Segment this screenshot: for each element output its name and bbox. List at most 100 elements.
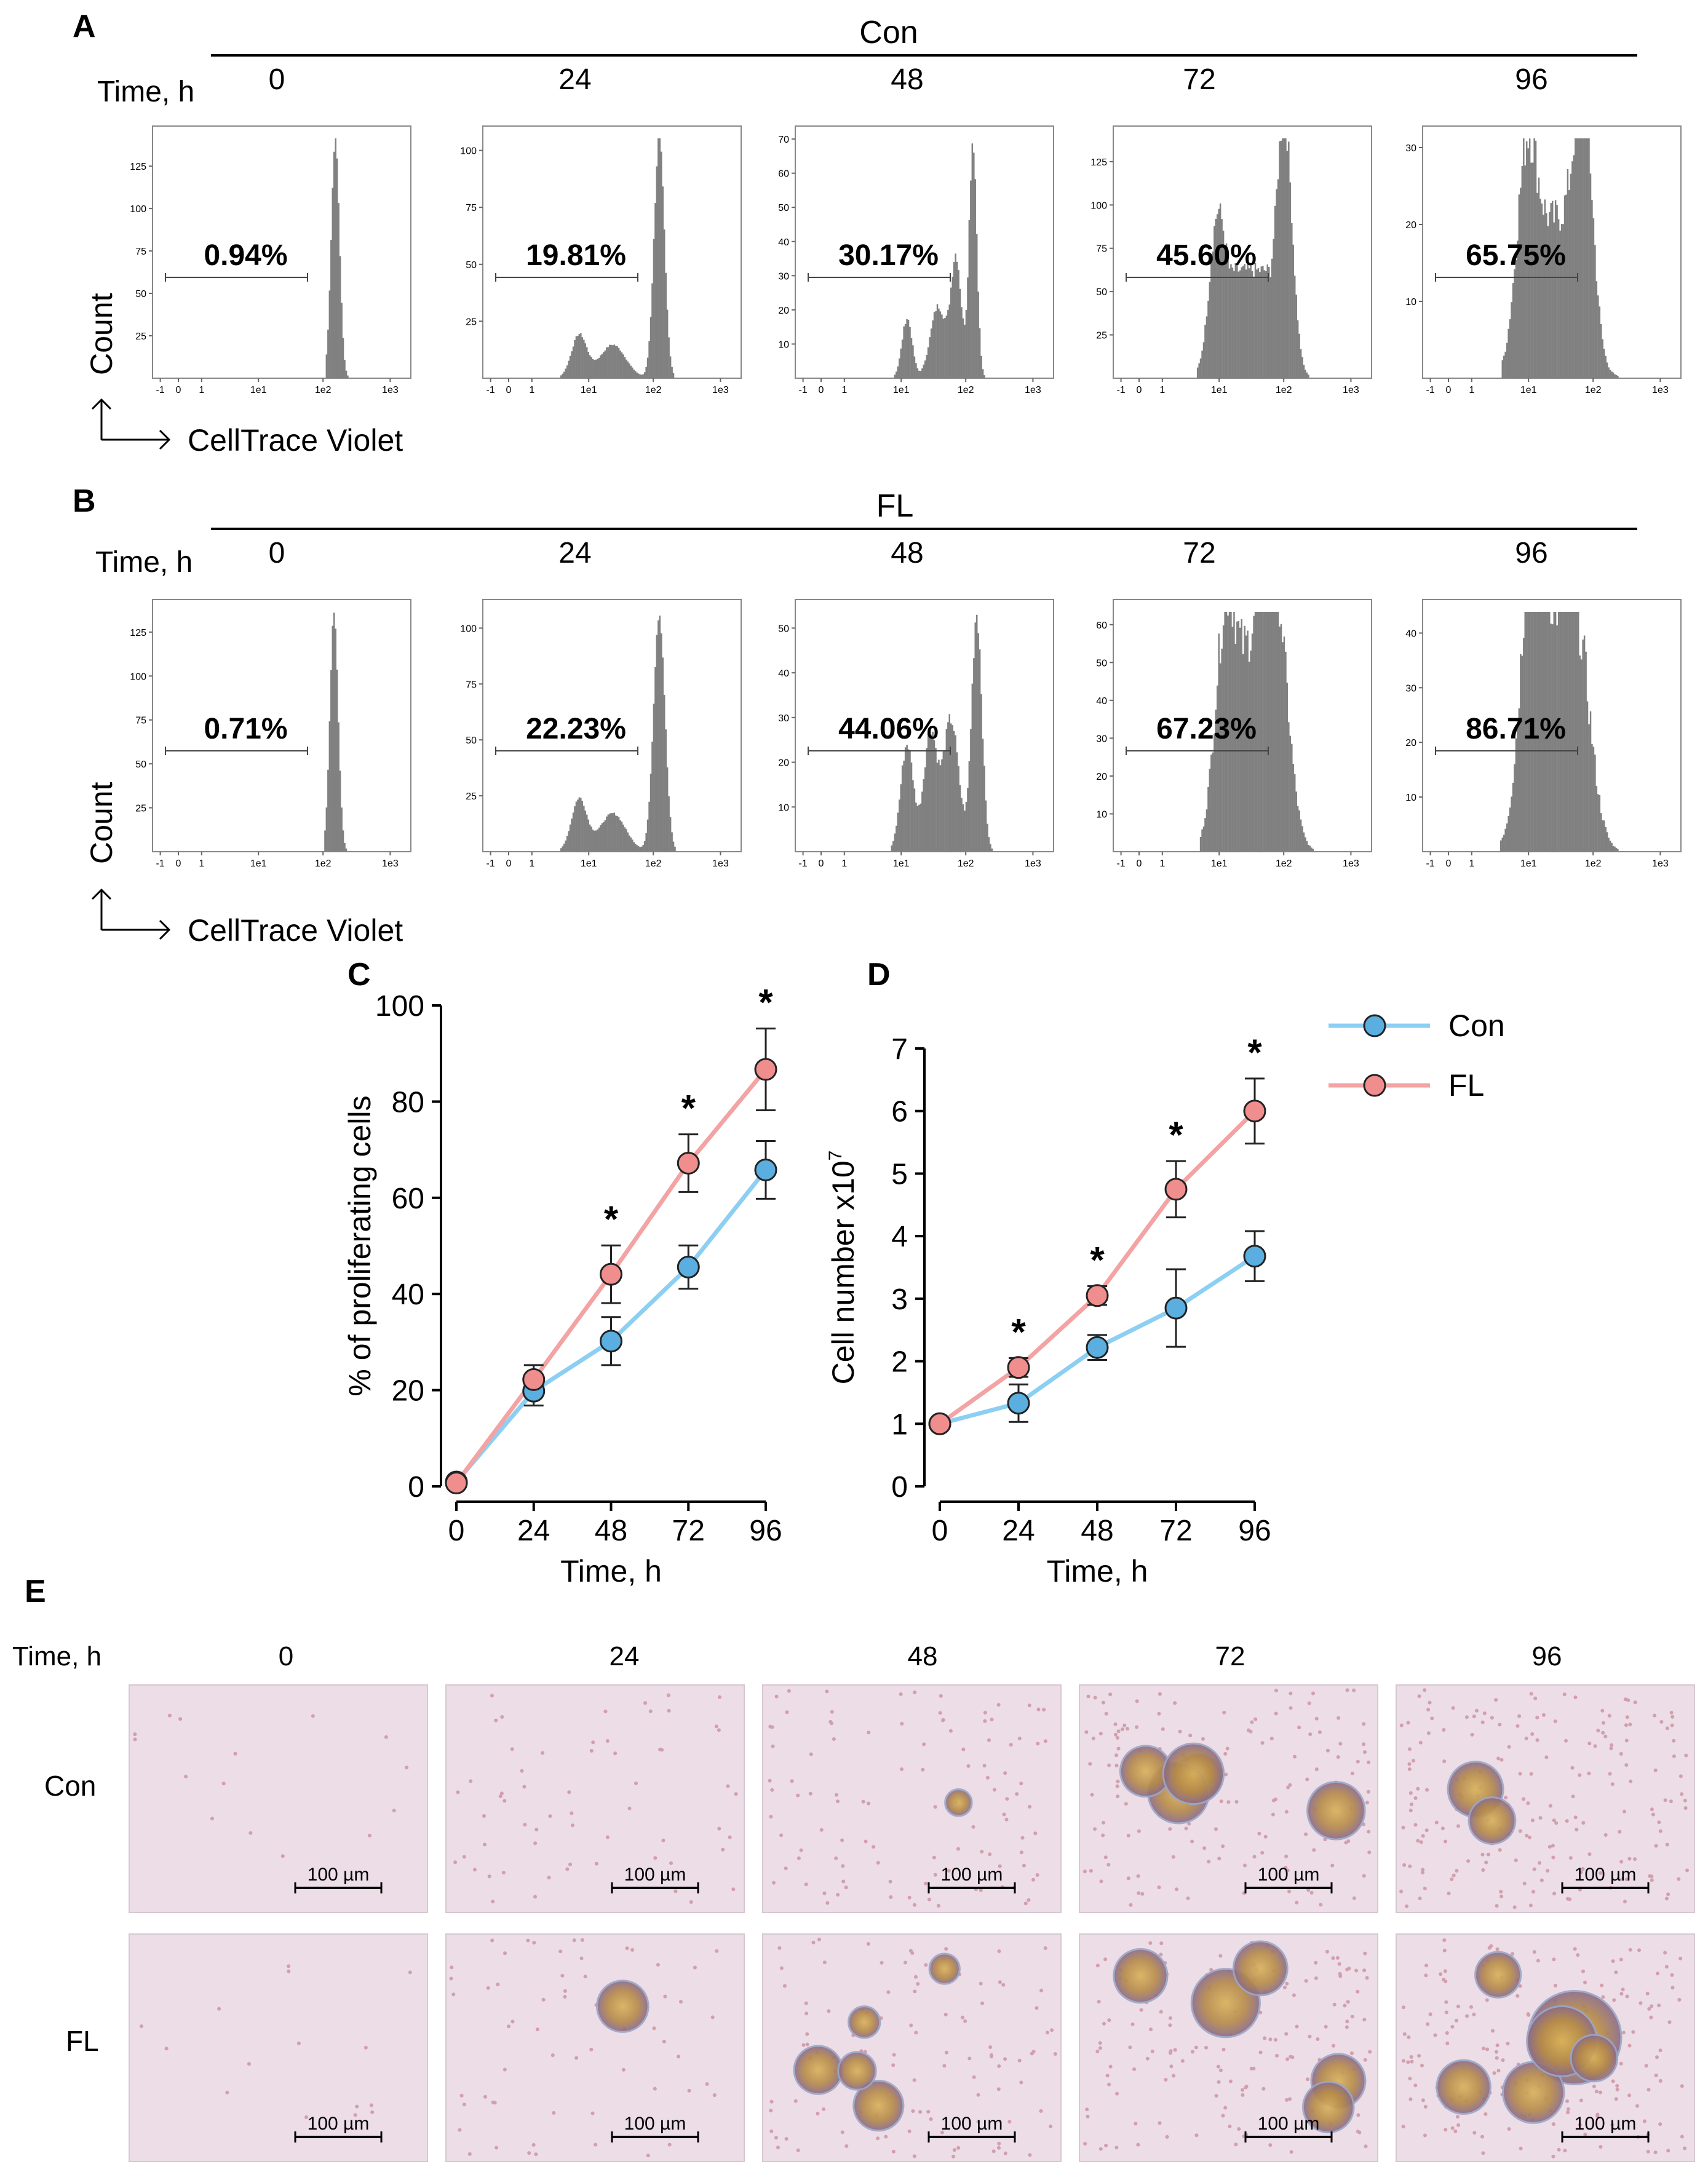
histogram-bars (894, 143, 985, 378)
row-label-fl: FL (66, 2025, 99, 2057)
y-tick-label: 30 (1405, 143, 1416, 154)
cell-cluster (837, 2051, 877, 2091)
data-point-fl (600, 1262, 622, 1286)
x-tick-label: -1 (798, 858, 807, 869)
y-tick-label: 75 (135, 716, 146, 726)
scale-bar-label: 100 µm (1258, 2114, 1320, 2134)
x-tick-label: -1 (1426, 385, 1434, 395)
x-tick-label: 1e2 (958, 858, 974, 869)
panel-label-c: C (348, 957, 371, 993)
x-tick-label: 1e2 (1276, 858, 1292, 869)
y-tick-label: 60 (1096, 620, 1107, 631)
histogram-bars (325, 138, 349, 378)
x-tick-label: 1e1 (581, 858, 597, 869)
x-tick-label: 1 (841, 858, 847, 869)
y-tick-label: 0 (408, 1471, 424, 1504)
histogram-panel-0h: 0 25 50 75 100 125 -1 0 1 1e1 1e2 1e3 0.71% (130, 537, 411, 869)
y-tick-label: 25 (466, 317, 477, 327)
y-tick-label: 40 (1096, 696, 1107, 707)
y-tick-label: 30 (1096, 734, 1107, 744)
x-tick-label: 48 (595, 1515, 627, 1547)
x-tick-label: -1 (1116, 385, 1125, 395)
data-point-fl (1164, 1178, 1188, 1201)
scale-bar-label: 100 µm (1258, 1865, 1320, 1885)
micrograph-background (1396, 1684, 1695, 1913)
x-tick-label: 72 (672, 1515, 705, 1547)
x-tick-label: 72 (1159, 1515, 1192, 1547)
y-tick-label: 10 (778, 339, 789, 350)
x-tick-label: -1 (486, 858, 495, 869)
y-tick-label: 30 (778, 713, 789, 724)
significance-asterisk: * (1011, 1311, 1026, 1352)
micrograph-fl-0h: 100 µm (129, 1933, 428, 2162)
cell-cluster (1468, 1796, 1517, 1845)
corner-arrow-icon (91, 398, 171, 450)
x-tick-label: 1 (529, 858, 534, 869)
significance-asterisk: * (758, 982, 773, 1023)
time-tick-96: 96 (1515, 63, 1547, 96)
y-tick-label: 40 (778, 237, 789, 248)
micrograph-background (762, 1684, 1062, 1913)
panel-label-d: D (867, 957, 891, 993)
line-chart-cell-number: 0 1 2 3 4 5 6 7 0 24 48 72 96 Time, h Cell number x107… (825, 1032, 1271, 1588)
y-tick-label: 50 (1096, 658, 1107, 668)
y-tick-label: 5 (891, 1158, 908, 1191)
celltrace-label: CellTrace Violet (188, 913, 403, 948)
significance-asterisk: * (1090, 1240, 1105, 1281)
y-tick-label: 20 (1405, 738, 1416, 748)
scale-bar-label: 100 µm (941, 1865, 1003, 1885)
gate-percent: 44.06% (838, 713, 939, 745)
y-tick-label: 20 (392, 1375, 424, 1408)
x-tick-label: 1e3 (382, 858, 399, 869)
x-tick-label: 0 (1446, 385, 1452, 395)
significance-asterisk: * (1247, 1032, 1262, 1073)
data-point-con (1086, 1336, 1109, 1359)
x-tick-label: 1e1 (250, 858, 267, 869)
panel-label-b: B (73, 483, 96, 519)
micrograph-fl-96h: 100 µm (1396, 1933, 1695, 2162)
x-tick-label: 24 (517, 1515, 550, 1547)
x-tick-label: 1e3 (382, 385, 399, 395)
y-tick-label: 50 (466, 735, 477, 746)
y-tick-label: 60 (778, 169, 789, 180)
y-tick-label: 20 (1096, 772, 1107, 782)
gate-percent: 0.94% (204, 239, 287, 272)
scale-bar-label: 100 µm (624, 2114, 686, 2134)
x-tick-label: -1 (1116, 858, 1125, 869)
x-tick-label: 1e1 (581, 385, 597, 395)
x-tick-label: 1e1 (1520, 385, 1537, 395)
data-point-fl (445, 1472, 468, 1495)
scale-bar-label: 100 µm (1575, 1865, 1637, 1885)
cell-cluster (1162, 1742, 1225, 1805)
y-tick-label: 0 (891, 1471, 908, 1504)
legend-marker-con (1363, 1014, 1386, 1037)
x-tick-label: 0 (932, 1515, 948, 1547)
histogram-bars (891, 614, 993, 852)
x-tick-label: 24 (1002, 1515, 1035, 1547)
y-tick-label: 100 (130, 204, 146, 215)
x-tick-label: 0 (176, 385, 181, 395)
y-tick-label: 10 (1405, 297, 1416, 307)
data-point-fl (928, 1412, 951, 1435)
x-tick-label: 1e1 (1520, 858, 1537, 869)
histogram-panel-96h: 96 10 20 30 -1 0 1 1e1 1e2 1e3 65.75% (1405, 63, 1682, 395)
x-tick-label: 0 (1137, 858, 1142, 869)
x-tick-label: 0 (1137, 385, 1142, 395)
x-tick-label: 1 (1469, 385, 1474, 395)
gate-percent: 22.23% (526, 713, 626, 745)
histogram-panel-96h: 96 10 20 30 40 -1 0 1 1e1 1e2 1e3 86.71% (1405, 537, 1682, 869)
time-tick-48: 48 (891, 63, 923, 96)
significance-asterisk: * (1169, 1114, 1183, 1155)
x-tick-label: 1e2 (1585, 385, 1602, 395)
y-tick-label: 7 (891, 1033, 908, 1066)
histogram-panel-24h: 24 25 50 75 100 -1 0 1 1e1 1e2 1e3 19.81% (460, 63, 742, 395)
x-tick-label: 1e2 (645, 858, 662, 869)
micro-time-48: 48 (908, 1641, 938, 1671)
x-tick-label: -1 (156, 858, 164, 869)
x-tick-label: 1 (199, 385, 204, 395)
corner-arrow-icon (91, 888, 171, 940)
gate-percent: 0.71% (204, 713, 287, 745)
x-tick-label: -1 (486, 385, 495, 395)
x-tick-label: 1e3 (1652, 385, 1669, 395)
data-point-fl (677, 1151, 700, 1175)
